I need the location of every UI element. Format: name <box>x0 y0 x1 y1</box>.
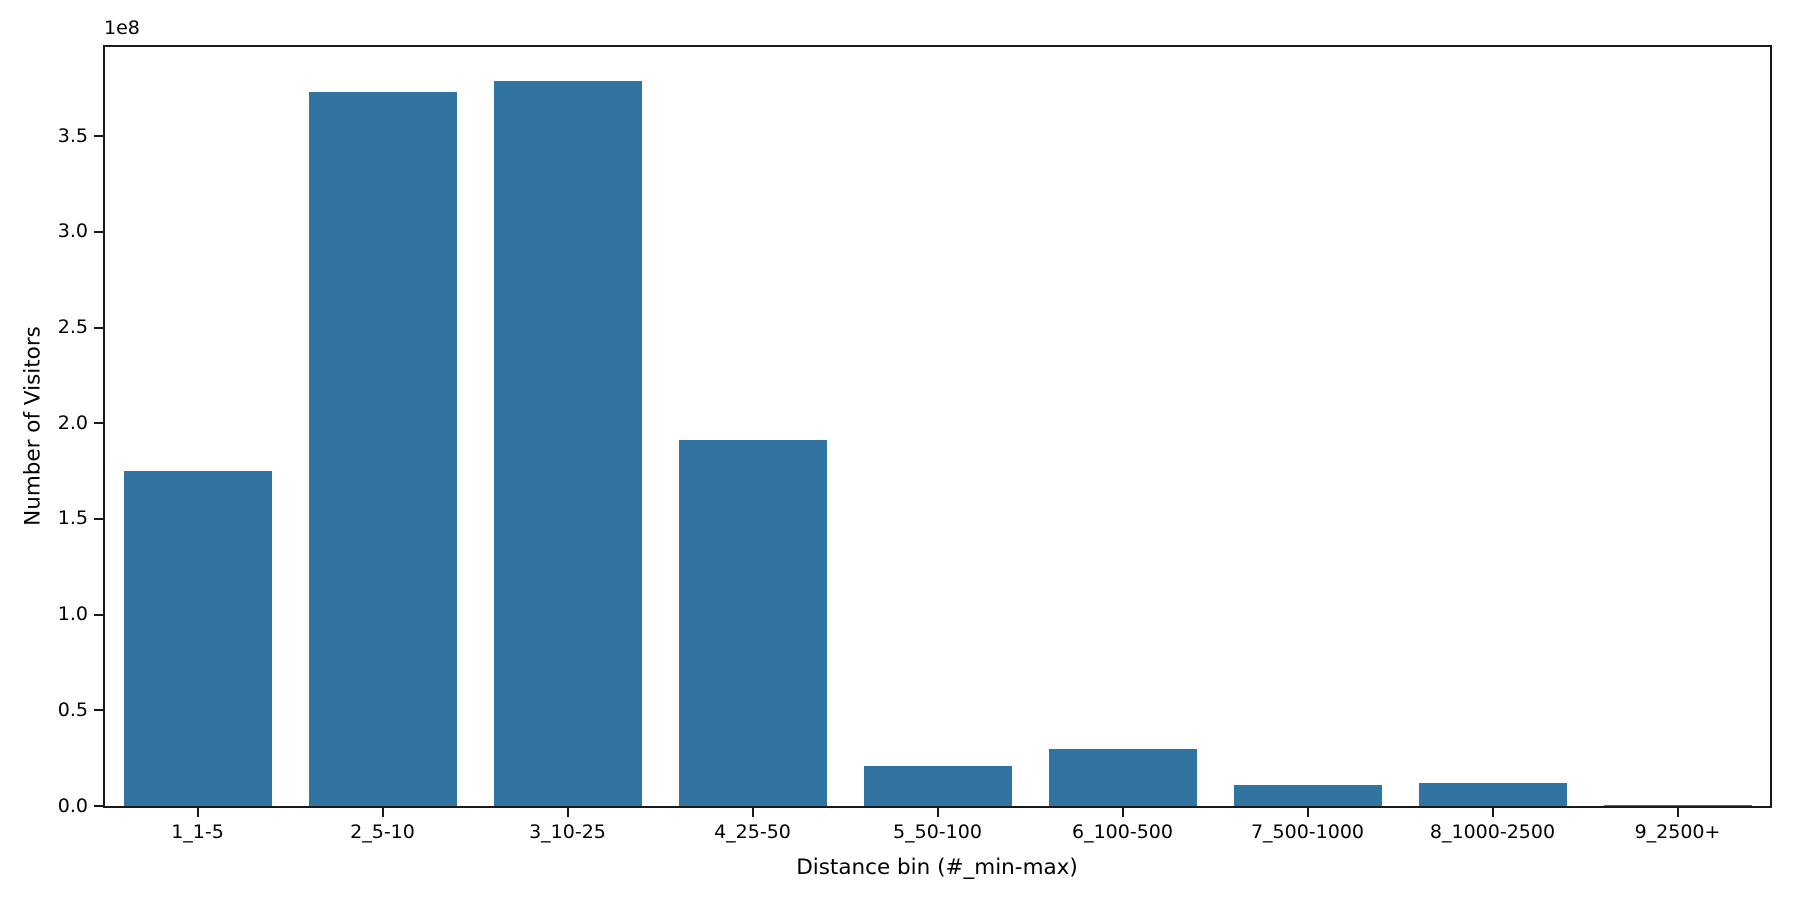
y-tick-label: 1.5 <box>57 507 88 530</box>
x-tick-label-2_5-10: 2_5-10 <box>350 821 415 843</box>
x-tick-mark <box>1491 808 1494 817</box>
y-tick-mark <box>94 135 103 138</box>
x-tick-mark <box>936 808 939 817</box>
bar-9_2500+ <box>1603 805 1752 806</box>
x-tick-label-1_1-5: 1_1-5 <box>171 821 224 843</box>
y-tick-label: 0.5 <box>57 698 88 721</box>
x-tick-label-7_500-1000: 7_500-1000 <box>1250 821 1365 843</box>
y-tick-mark <box>94 709 103 712</box>
x-tick-label-8_1000-2500: 8_1000-2500 <box>1429 821 1556 843</box>
x-tick-mark <box>751 808 754 817</box>
bar-1_1-5 <box>123 471 272 806</box>
x-tick-mark <box>1676 808 1679 817</box>
y-tick-label: 0.0 <box>57 794 88 817</box>
y-tick-mark <box>94 517 103 520</box>
x-axis-title: Distance bin (#_min-max) <box>796 855 1078 880</box>
y-tick-label: 2.5 <box>57 316 88 339</box>
y-tick-mark <box>94 805 103 807</box>
bar-7_500-1000 <box>1233 785 1382 806</box>
x-tick-mark <box>1121 808 1124 817</box>
bar-5_50-100 <box>863 766 1012 806</box>
x-tick-label-6_100-500: 6_100-500 <box>1072 821 1173 843</box>
plot-area: 0.0 0.5 1.0 1.5 2.0 2.5 3.0 3.5 1_1-5 2_5-10 3_10-… <box>58 45 1772 842</box>
x-tick-label-4_25-50: 4_25-50 <box>714 821 791 843</box>
y-tick-label: 3.5 <box>57 124 88 147</box>
x-tick-mark <box>196 808 199 817</box>
bar-3_10-25 <box>493 81 642 806</box>
y-tick-label: 2.0 <box>57 411 88 434</box>
y-tick-mark <box>94 326 103 329</box>
y-axis-offset-label: 1e8 <box>104 17 140 39</box>
x-tick-label-9_2500+: 9_2500+ <box>1634 821 1721 843</box>
bar-6_100-500 <box>1048 749 1197 806</box>
bar-8_1000-2500 <box>1418 783 1567 806</box>
x-tick-mark <box>566 808 569 817</box>
y-tick-label: 1.0 <box>57 603 88 626</box>
bar-4_25-50 <box>678 440 827 806</box>
y-tick-mark <box>94 422 103 425</box>
x-tick-label-5_50-100: 5_50-100 <box>893 821 982 843</box>
x-tick-mark <box>381 808 384 817</box>
y-tick-label: 3.0 <box>57 220 88 243</box>
bar-2_5-10 <box>308 92 457 806</box>
y-tick-mark <box>94 613 103 616</box>
y-tick-mark <box>94 230 103 233</box>
x-tick-label-3_10-25: 3_10-25 <box>529 821 606 843</box>
x-tick-mark <box>1306 808 1309 817</box>
